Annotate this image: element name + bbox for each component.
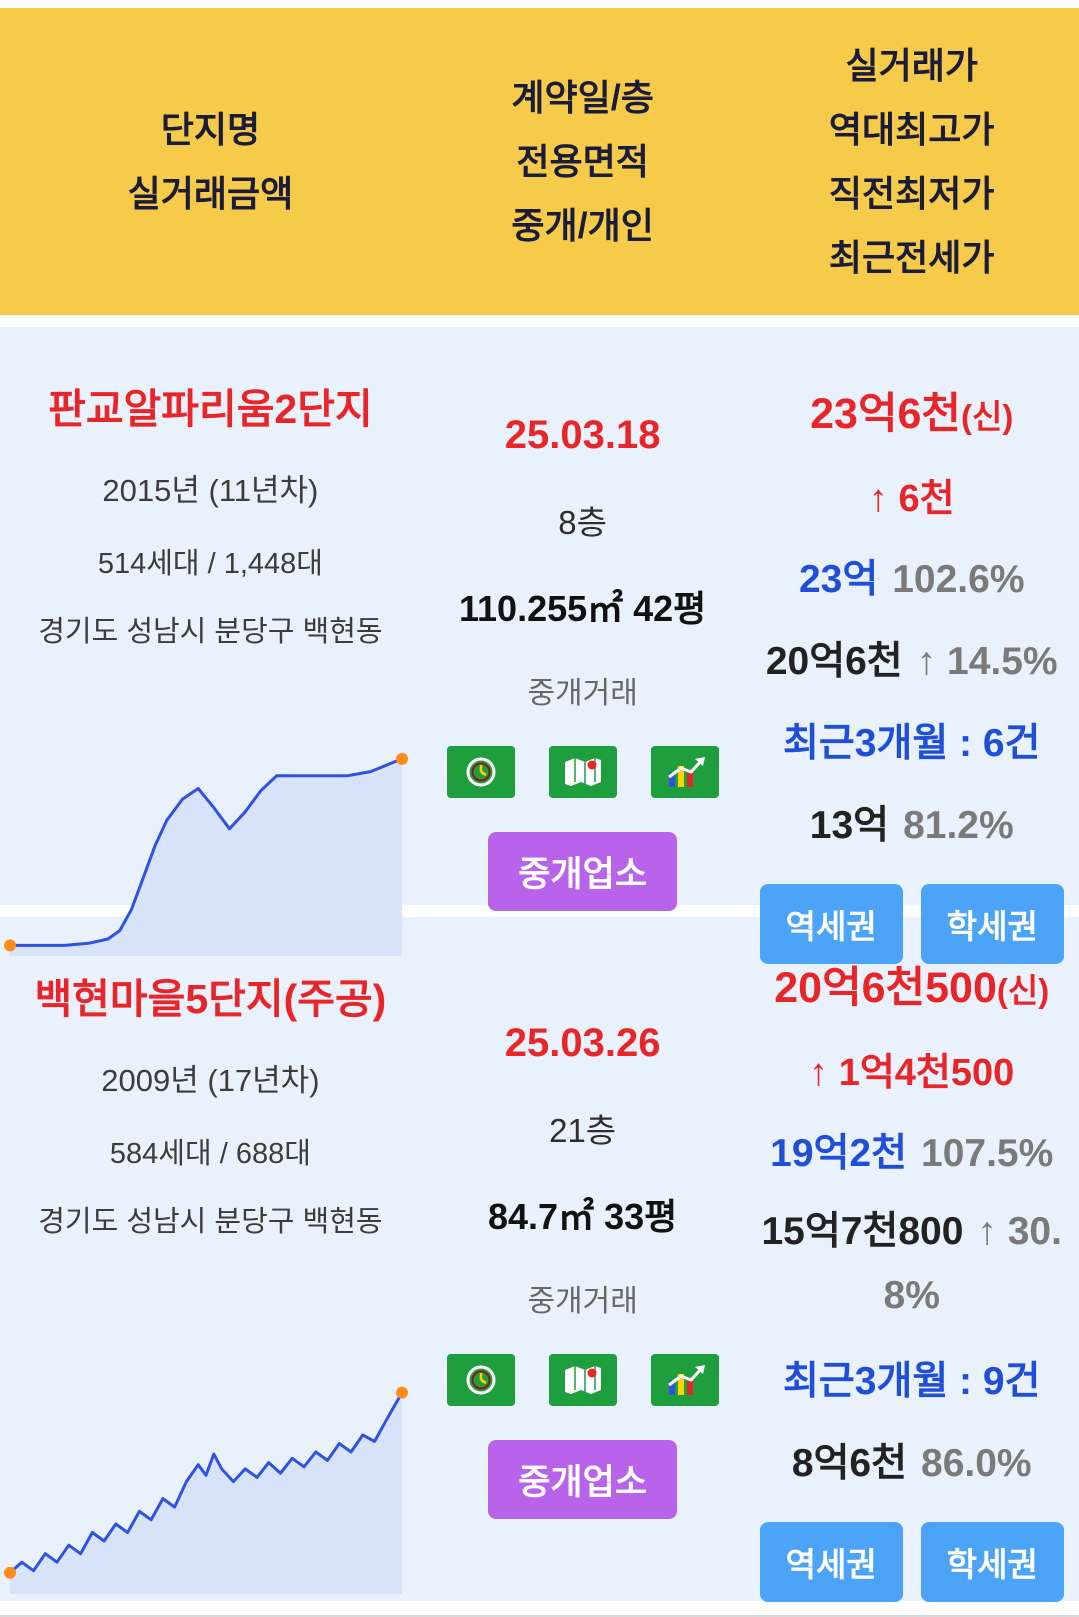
units-parking: 584세대 / 688대 [109, 1138, 311, 1170]
floor: 21층 [549, 1112, 617, 1149]
new-record-tag: (신) [996, 972, 1050, 1009]
listing-row: 백현마을5단지(주공) 2009년 (17년차) 584세대 / 688대 경기… [0, 917, 1079, 1602]
latest-price-line: 20억6천500(신) [774, 953, 1049, 1015]
header-col-contract: 계약일/층 전용면적 중개/개인 [421, 8, 745, 315]
header-label: 역대최고가 [828, 108, 995, 150]
school-area-button[interactable]: 학세권 [920, 884, 1064, 964]
prev-low-line: 20억6천 ↑ 14.5% [766, 630, 1058, 686]
header-label: 실거래가 [845, 44, 978, 86]
action-icon-row [446, 1354, 719, 1406]
deal-type: 중개거래 [527, 1285, 638, 1318]
price-change-line: ↑ 1억4천500 [809, 1041, 1014, 1096]
all-time-high-pct: 102.6% [892, 558, 1025, 601]
latest-price: 20억6천500 [774, 964, 997, 1012]
station-area-button[interactable]: 역세권 [759, 884, 903, 964]
price-change: ↑ 1억4천500 [809, 1052, 1015, 1094]
tag-button-row: 역세권 학세권 [759, 884, 1064, 964]
complex-name-link[interactable]: 판교알파리움2단지 [48, 386, 373, 432]
latest-price-line: 23억6천(신) [810, 379, 1013, 441]
contract-date: 25.03.26 [504, 1021, 661, 1065]
prev-low-change: ↑ 30.8% [883, 1210, 1062, 1317]
jeonse-pct: 86.0% [921, 1442, 1032, 1485]
area: 84.7㎡ 33평 [488, 1196, 678, 1237]
prev-low: 20억6천 [765, 640, 903, 683]
units-parking: 514세대 / 1,448대 [97, 548, 323, 580]
all-time-high-line: 23억 102.6% [799, 548, 1025, 604]
jeonse-line: 8억6천 86.0% [792, 1432, 1032, 1488]
chart-icon[interactable] [650, 1354, 719, 1406]
price-change: ↑ 6천 [868, 478, 955, 520]
deal-type: 중개거래 [527, 677, 638, 710]
area: 110.255㎡ 42평 [458, 588, 707, 629]
clock-icon[interactable] [446, 1354, 515, 1406]
prev-low: 15억7천800 [761, 1210, 964, 1253]
bottom-divider [0, 1615, 1079, 1617]
recent-count: 최근3개월 : 6건 [783, 722, 1041, 765]
complex-info-column: 백현마을5단지(주공) 2009년 (17년차) 584세대 / 688대 경기… [0, 917, 421, 1602]
chart-icon[interactable] [650, 746, 719, 798]
station-area-button[interactable]: 역세권 [759, 1522, 903, 1602]
jeonse-price: 8억6천 [791, 1442, 907, 1485]
price-info-column: 20억6천500(신) ↑ 1억4천500 19억2천 107.5% 15억7천8… [744, 917, 1078, 1602]
header-col-price: 실거래가 역대최고가 직전최저가 최근전세가 [744, 8, 1078, 315]
map-icon[interactable] [548, 1354, 617, 1406]
broker-office-button[interactable]: 중개업소 [488, 832, 678, 911]
floor: 8층 [558, 504, 607, 541]
all-time-high: 23억 [798, 558, 879, 601]
contract-info-column: 25.03.26 21층 84.7㎡ 33평 중개거래 [421, 917, 745, 1602]
header-label: 최근전세가 [828, 236, 995, 278]
build-year: 2009년 (17년차) [101, 1063, 320, 1098]
prev-low-line: 15억7천800 ↑ 30.8% [744, 1204, 1078, 1332]
school-area-button[interactable]: 학세권 [920, 1522, 1064, 1602]
prev-low-change: ↑ 14.5% [916, 640, 1058, 683]
price-change-line: ↑ 6천 [869, 467, 955, 522]
price-trend-chart[interactable] [0, 1374, 421, 1602]
tag-button-row: 역세권 학세권 [759, 1522, 1064, 1602]
all-time-high: 19억2천 [770, 1132, 907, 1175]
clock-icon[interactable] [446, 746, 515, 798]
all-time-high-pct: 107.5% [921, 1132, 1054, 1175]
latest-price: 23억6천 [810, 390, 961, 438]
complex-info-column: 판교알파리움2단지 2015년 (11년차) 514세대 / 1,448대 경기… [0, 327, 421, 964]
recent-count-line: 최근3개월 : 9건 [783, 1350, 1040, 1406]
address: 경기도 성남시 분당구 백현동 [38, 1206, 383, 1238]
map-icon[interactable] [548, 746, 617, 798]
header-label: 전용면적 [516, 140, 649, 182]
price-trend-sparkline[interactable] [2, 736, 410, 964]
jeonse-price: 13억 [809, 804, 890, 847]
action-icon-row [446, 746, 719, 798]
header-label: 계약일/층 [511, 76, 654, 118]
complex-name-link[interactable]: 백현마을5단지(주공) [34, 976, 387, 1022]
new-record-tag: (신) [960, 398, 1014, 435]
contract-date: 25.03.18 [504, 413, 661, 457]
header-label: 단지명 [160, 108, 261, 150]
header-label: 중개/개인 [511, 204, 654, 246]
listing-row: 판교알파리움2단지 2015년 (11년차) 514세대 / 1,448대 경기… [0, 327, 1079, 964]
price-trend-chart[interactable] [0, 736, 421, 964]
contract-info-column: 25.03.18 8층 110.255㎡ 42평 중개거래 [421, 327, 745, 964]
all-time-high-line: 19억2천 107.5% [770, 1122, 1053, 1178]
header-label: 실거래금액 [127, 172, 294, 214]
broker-office-button[interactable]: 중개업소 [488, 1440, 678, 1519]
recent-count-line: 최근3개월 : 6건 [783, 712, 1040, 768]
jeonse-line: 13억 81.2% [810, 794, 1014, 850]
build-year: 2015년 (11년차) [102, 473, 319, 508]
jeonse-pct: 81.2% [903, 804, 1014, 847]
header-label: 직전최저가 [828, 172, 995, 214]
price-trend-sparkline[interactable] [2, 1374, 410, 1602]
address: 경기도 성남시 분당구 백현동 [38, 616, 383, 648]
table-header: 단지명 실거래금액 계약일/층 전용면적 중개/개인 실거래가 역대최고가 직전… [0, 8, 1079, 315]
recent-count: 최근3개월 : 9건 [783, 1360, 1041, 1403]
header-col-complex: 단지명 실거래금액 [0, 8, 421, 315]
price-info-column: 23억6천(신) ↑ 6천 23억 102.6% 20억6천 ↑ 14.5% 최근3… [744, 327, 1078, 964]
